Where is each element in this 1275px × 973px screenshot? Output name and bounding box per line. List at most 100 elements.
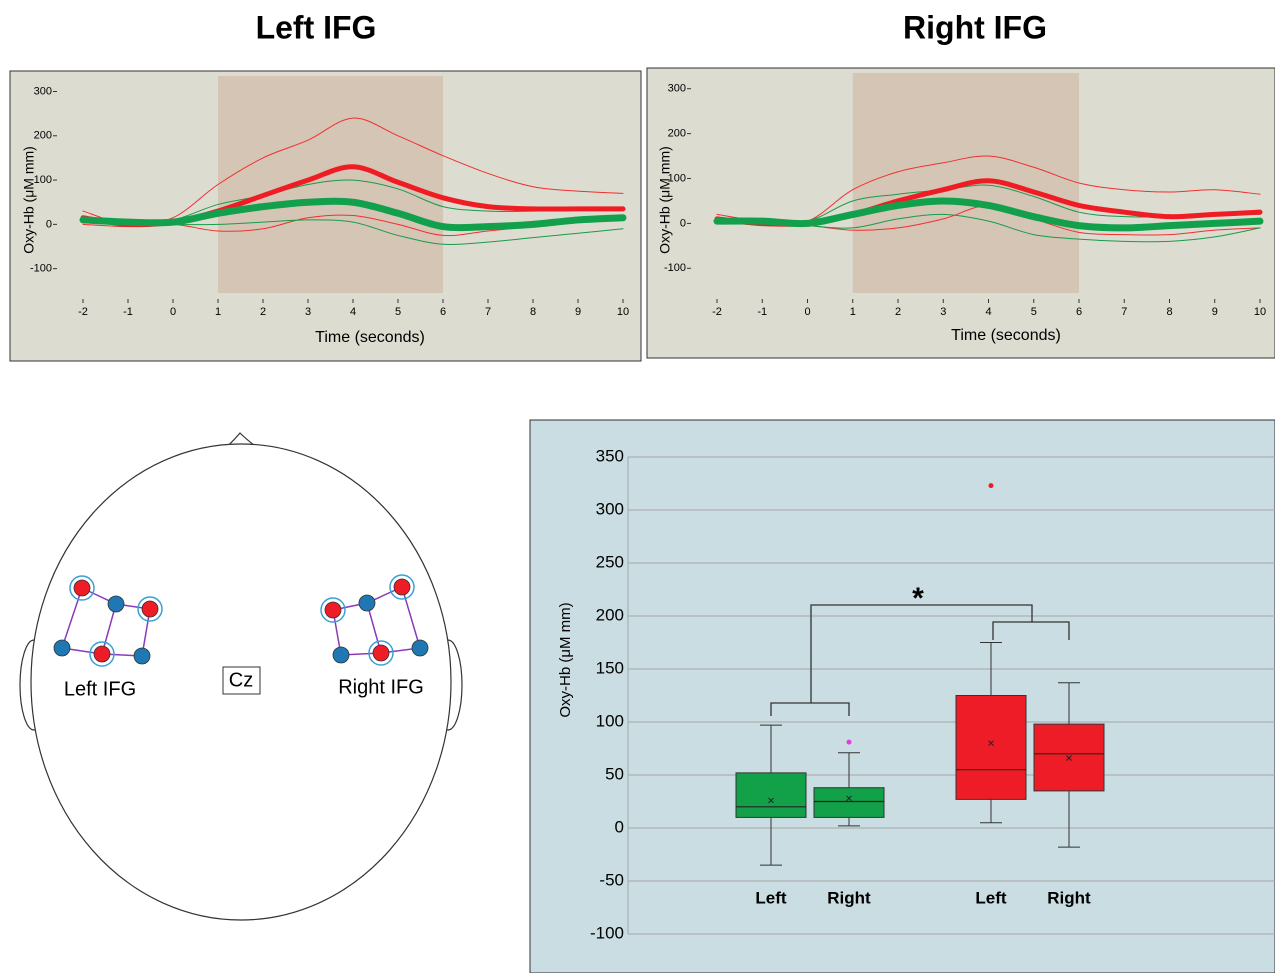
detector-optode <box>107 595 125 613</box>
series-line <box>79 197 627 232</box>
x-tick-label: -1 <box>123 306 133 318</box>
optode-ring <box>69 575 95 601</box>
y-tick-label: 100 <box>34 174 52 186</box>
series-line <box>82 117 624 226</box>
x-tick-label: 8 <box>530 306 536 318</box>
x-tick-label: 2 <box>260 306 266 318</box>
cz-box <box>222 666 261 695</box>
detector-optode <box>133 647 151 665</box>
optode-ring <box>320 597 346 623</box>
source-optode <box>324 601 342 619</box>
x-tick-label: 1 <box>850 306 856 318</box>
series-line <box>713 197 1264 232</box>
significance-bracket <box>770 702 850 716</box>
x-tick-label: -2 <box>78 306 88 318</box>
y-tick-label: 250 <box>596 552 624 571</box>
significance-bracket <box>992 621 1070 640</box>
y-axis-label: Oxy-Hb (μM mm) <box>557 602 574 717</box>
x-tick-label: 5 <box>1031 306 1037 318</box>
significance-bracket <box>810 604 1033 703</box>
source-optode <box>73 579 91 597</box>
x-tick-label: Right <box>1047 888 1091 907</box>
x-tick-label: 10 <box>1254 306 1266 318</box>
y-tick-label: 0 <box>46 218 52 230</box>
y-tick-label: 300 <box>668 83 686 95</box>
x-tick-label: -2 <box>712 306 722 318</box>
x-tick-label: 3 <box>305 306 311 318</box>
source-optode <box>372 644 390 662</box>
chart-title: Left IFG <box>256 9 377 45</box>
optode-ring <box>389 574 415 600</box>
x-axis-label: Time (seconds) <box>951 327 1061 344</box>
source-optode <box>393 578 411 596</box>
x-tick-label: 6 <box>440 306 446 318</box>
x-tick-label: 4 <box>985 306 991 318</box>
x-tick-label: 7 <box>1121 306 1127 318</box>
x-tick-label: -1 <box>757 306 767 318</box>
x-tick-label: 7 <box>485 306 491 318</box>
box <box>813 787 885 818</box>
y-tick-label: -100 <box>664 262 686 274</box>
outlier <box>846 739 852 745</box>
optodes <box>53 574 429 667</box>
y-tick-label: -100 <box>30 263 52 275</box>
x-tick-label: 2 <box>895 306 901 318</box>
x-tick-label: 6 <box>1076 306 1082 318</box>
x-tick-label: 0 <box>804 306 810 318</box>
y-tick-label: 200 <box>668 128 686 140</box>
y-tick-label: 350 <box>596 446 624 465</box>
x-tick-label: 4 <box>350 306 356 318</box>
x-tick-label: 1 <box>215 306 221 318</box>
left-ifg-label: Left IFG <box>64 678 136 700</box>
x-tick-label: 10 <box>617 306 629 318</box>
y-tick-label: 0 <box>680 217 686 229</box>
detector-optode <box>53 639 71 657</box>
y-axis-label: Oxy-Hb (μM mm) <box>21 146 37 254</box>
x-tick-label: 5 <box>395 306 401 318</box>
detector-optode <box>411 639 429 657</box>
source-optode <box>141 600 159 618</box>
outlier <box>988 483 994 489</box>
x-tick-label: Left <box>755 888 787 907</box>
y-tick-label: -100 <box>590 923 624 942</box>
box <box>955 695 1027 800</box>
x-tick-label: 9 <box>1212 306 1218 318</box>
y-tick-label: 200 <box>596 605 624 624</box>
x-tick-label: 3 <box>940 306 946 318</box>
mean-marker <box>988 740 994 747</box>
source-optode <box>93 645 111 663</box>
mean-marker <box>846 795 852 802</box>
y-tick-label: 100 <box>668 172 686 184</box>
optode-ring <box>137 596 163 622</box>
y-tick-label: 150 <box>596 658 624 677</box>
optode-ring <box>368 640 394 666</box>
y-tick-label: 100 <box>596 711 624 730</box>
x-tick-label: 8 <box>1166 306 1172 318</box>
plot-background <box>529 419 1275 973</box>
y-tick-label: 300 <box>34 85 52 97</box>
box <box>735 772 807 818</box>
y-tick-label: 300 <box>596 499 624 518</box>
y-tick-label: 0 <box>615 817 624 836</box>
right-ifg-label: Right IFG <box>338 676 424 698</box>
x-tick-label: 0 <box>170 306 176 318</box>
x-tick-label: 9 <box>575 306 581 318</box>
mean-marker <box>1066 755 1072 761</box>
y-axis-label: Oxy-Hb (μM mm) <box>657 146 673 254</box>
mean-marker <box>768 797 774 804</box>
x-axis-label: Time (seconds) <box>315 329 425 346</box>
head-diagram: Left IFG Cz Right IFG <box>19 432 463 921</box>
y-tick-label: 50 <box>605 764 624 783</box>
y-tick-label: 200 <box>34 130 52 142</box>
x-tick-label: Right <box>827 888 871 907</box>
significance-marker: * <box>912 582 924 615</box>
cz-label: Cz <box>229 669 253 691</box>
x-tick-label: Left <box>975 888 1007 907</box>
y-tick-label: -50 <box>599 870 624 889</box>
detector-optode <box>332 646 350 664</box>
chart-title: Right IFG <box>903 9 1047 45</box>
detector-optode <box>358 594 376 612</box>
optode-ring <box>89 641 115 667</box>
